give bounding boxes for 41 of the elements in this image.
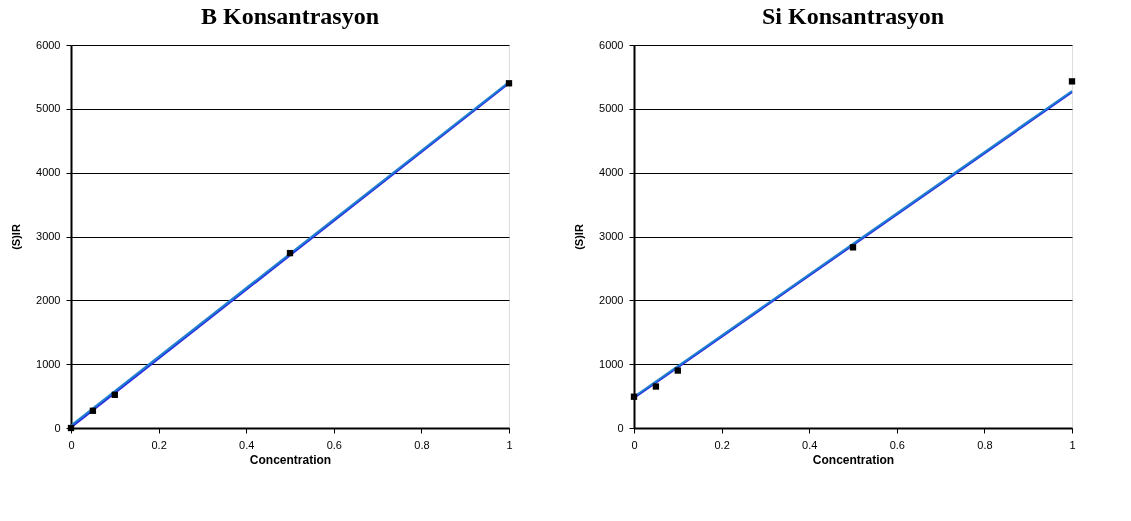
point — [674, 367, 681, 374]
point — [1068, 78, 1076, 85]
x-tick-label: 0.8 — [414, 438, 430, 451]
y-tick-label: 1000 — [599, 357, 624, 370]
y-tick-label: 0 — [617, 421, 624, 434]
x-tick-label: 0.6 — [889, 438, 905, 451]
y-axis-title: (S)IR — [10, 224, 23, 250]
x-tick-label: 0 — [631, 438, 638, 451]
point — [286, 249, 294, 257]
x-tick-label: 0.2 — [714, 438, 730, 451]
point — [849, 244, 857, 251]
x-tick-label: 0.4 — [802, 438, 818, 451]
x-tick-label: 0.8 — [977, 438, 993, 451]
x-tick-label: 0.6 — [326, 438, 342, 451]
y-tick-label: 0 — [54, 421, 61, 434]
y-tick-label: 3000 — [36, 230, 61, 242]
point — [630, 393, 638, 400]
x-tick-label: 0.2 — [151, 438, 167, 451]
y-tick-label: 6000 — [599, 38, 624, 51]
point — [505, 80, 513, 87]
y-tick-label: 5000 — [599, 102, 624, 115]
x-tick-label: 0.4 — [239, 438, 255, 451]
x-axis-title: Concentration — [249, 452, 332, 467]
y-tick-label: 2000 — [36, 293, 61, 306]
y-tick-label: 5000 — [36, 102, 61, 115]
y-tick-label: 6000 — [36, 38, 61, 51]
point — [652, 383, 660, 390]
y-tick-label: 4000 — [599, 166, 624, 179]
x-tick-label: 0 — [68, 438, 75, 451]
x-tick-label: 1 — [1069, 438, 1076, 451]
y-axis-title: (S)IR — [573, 224, 586, 250]
y-tick-label: 1000 — [36, 357, 61, 370]
chart-title: Si Konsantrasyon — [761, 3, 945, 29]
y-tick-label: 3000 — [599, 230, 624, 242]
y-tick-label: 2000 — [599, 293, 624, 306]
x-axis-title: Concentration — [812, 452, 895, 467]
chart-title: B Konsantrasyon — [200, 3, 380, 29]
y-tick-label: 4000 — [36, 166, 61, 179]
point — [89, 407, 97, 414]
point — [111, 391, 118, 398]
x-tick-label: 1 — [506, 438, 513, 451]
